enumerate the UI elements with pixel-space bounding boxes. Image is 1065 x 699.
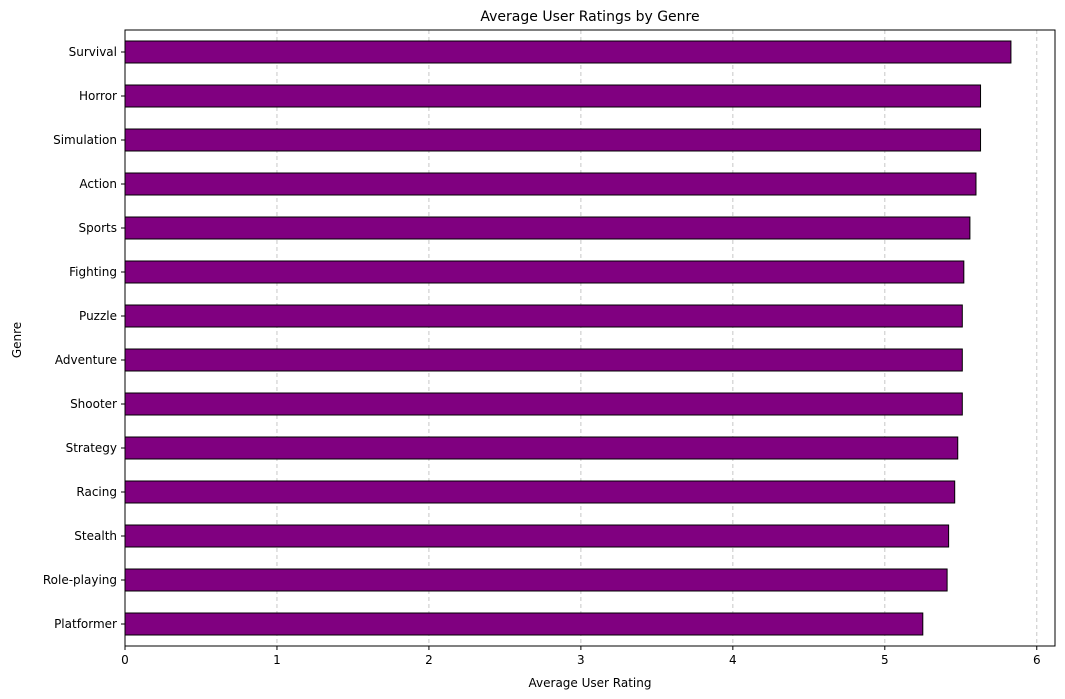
bars [124, 40, 1012, 636]
y-tick-label: Horror [79, 89, 117, 103]
gridlines [124, 30, 1038, 646]
y-tick-label: Shooter [70, 397, 117, 411]
bar-shooter [124, 392, 963, 416]
bar-stealth [124, 524, 950, 548]
bar-role-playing [124, 568, 948, 592]
y-tick-label: Stealth [74, 529, 117, 543]
plot-frame [124, 29, 1056, 647]
bar-survival [124, 40, 1012, 64]
bar-platformer [124, 612, 924, 636]
bar-action [124, 172, 977, 196]
y-tick-label: Platformer [54, 617, 117, 631]
y-tick-label: Sports [79, 221, 117, 235]
y-tick-label: Fighting [69, 265, 117, 279]
y-tick-label: Strategy [66, 441, 117, 455]
bar-adventure [124, 348, 963, 372]
bar-strategy [124, 436, 959, 460]
x-tick-label: 3 [577, 653, 585, 667]
x-tick-label: 6 [1033, 653, 1041, 667]
y-tick-label: Role-playing [43, 573, 117, 587]
y-tick-label: Action [79, 177, 117, 191]
x-tick-label: 5 [881, 653, 889, 667]
x-tick-label: 2 [425, 653, 433, 667]
bar-fighting [124, 260, 965, 284]
y-tick-label: Simulation [53, 133, 117, 147]
y-tick-label: Puzzle [79, 309, 117, 323]
x-tick-label: 4 [729, 653, 737, 667]
bar-horror [124, 84, 982, 108]
x-tick-label: 1 [273, 653, 281, 667]
bar-puzzle [124, 304, 963, 328]
y-tick-label: Survival [69, 45, 117, 59]
x-axis: 0 1 2 3 4 5 6 [121, 646, 1041, 667]
bar-racing [124, 480, 956, 504]
x-tick-label: 0 [121, 653, 129, 667]
y-tick-label: Racing [76, 485, 117, 499]
y-tick-label: Adventure [55, 353, 117, 367]
chart-title: Average User Ratings by Genre [480, 9, 699, 25]
y-axis-label: Genre [10, 322, 24, 358]
x-axis-label: Average User Rating [529, 676, 652, 690]
bar-simulation [124, 128, 982, 152]
y-axis: Survival Horror Simulation Action Sports Figh… [43, 45, 125, 631]
bar-sports [124, 216, 971, 240]
